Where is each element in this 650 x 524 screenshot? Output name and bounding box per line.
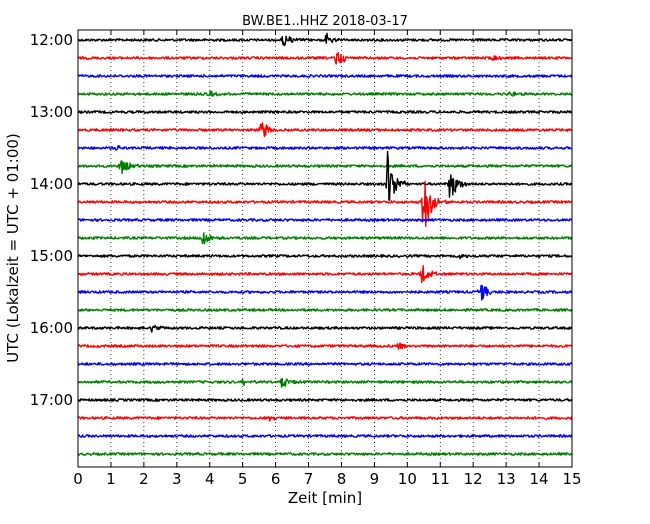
x-tick-label: 13 [497, 470, 516, 488]
x-tick-label: 9 [370, 470, 380, 488]
x-tick-label: 1 [106, 470, 116, 488]
trace-line [78, 284, 572, 301]
x-tick-label: 10 [398, 470, 417, 488]
x-tick-label: 5 [238, 470, 248, 488]
x-tick-label: 3 [172, 470, 182, 488]
x-tick-label: 12 [464, 470, 483, 488]
y-tick-label: 15:00 [30, 247, 73, 265]
trace-line [78, 150, 572, 202]
y-tick-label: 16:00 [30, 319, 73, 337]
x-tick-label: 4 [205, 470, 215, 488]
x-tick-label: 8 [337, 470, 347, 488]
ticks-layer: 0 1 2 3 4 5 6 7 8 9 10 11 12 13 14 1512:0013:0014:0015:… [30, 30, 582, 488]
trace-line [78, 434, 572, 438]
trace-line [78, 32, 572, 47]
trace-line [78, 180, 572, 227]
trace-line [78, 377, 572, 388]
x-tick-label: 11 [431, 470, 450, 488]
trace-line [78, 254, 572, 260]
trace-line [78, 342, 572, 350]
trace-line [78, 362, 572, 366]
trace-line [78, 90, 572, 97]
x-tick-label: 0 [73, 470, 83, 488]
grid-layer [110, 30, 540, 467]
y-axis-label: UTC (Lokalzeit = UTC + 01:00) [4, 133, 22, 363]
traces-layer [78, 32, 572, 456]
trace-line [78, 398, 572, 402]
trace-line [78, 324, 572, 333]
x-tick-label: 14 [530, 470, 549, 488]
trace-line [78, 74, 572, 78]
trace-line [78, 110, 572, 114]
x-axis-label: Zeit [min] [288, 489, 362, 507]
y-tick-label: 12:00 [30, 31, 73, 49]
trace-line [78, 122, 572, 138]
chart-title: BW.BE1..HHZ 2018-03-17 [242, 14, 408, 29]
trace-line [78, 452, 572, 456]
y-tick-label: 17:00 [30, 391, 73, 409]
trace-line [78, 308, 572, 312]
trace-line [78, 52, 572, 65]
trace-line [78, 232, 572, 245]
y-tick-label: 13:00 [30, 103, 73, 121]
x-tick-label: 6 [271, 470, 281, 488]
trace-line [78, 218, 572, 222]
trace-line [78, 144, 572, 151]
x-tick-label: 15 [562, 470, 581, 488]
y-tick-label: 14:00 [30, 175, 73, 193]
trace-line [78, 416, 572, 422]
trace-line [78, 160, 572, 175]
x-tick-label: 7 [304, 470, 314, 488]
plot-frame [77, 29, 573, 468]
trace-line [78, 264, 572, 284]
x-tick-label: 2 [139, 470, 149, 488]
